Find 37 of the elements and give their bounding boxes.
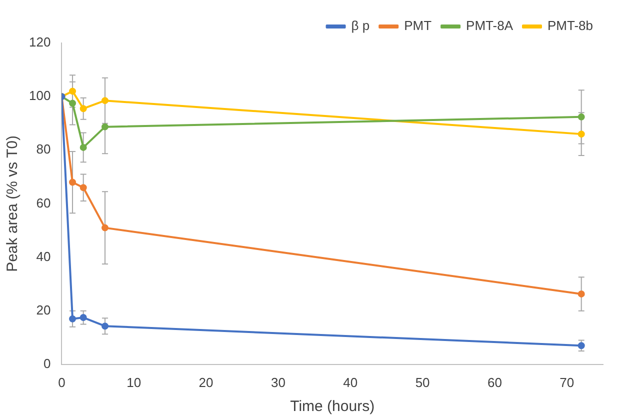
point [80, 314, 87, 322]
x-tick-label: 70 [560, 374, 574, 390]
legend-label: PMT-8A [466, 18, 514, 34]
x-tick-label: 40 [343, 374, 358, 390]
x-tick-label: 20 [198, 374, 214, 390]
x-tick-label: 0 [58, 374, 66, 390]
point [578, 342, 585, 350]
y-tick-label: 100 [28, 88, 51, 104]
x-axis-title: Time (hours) [290, 398, 375, 416]
point [80, 184, 87, 192]
y-tick-label: 20 [36, 302, 51, 318]
y-tick-label: 0 [43, 356, 51, 371]
point [101, 97, 108, 104]
y-tick-label: 80 [36, 142, 51, 157]
point [101, 123, 108, 130]
y-axis-title: Peak area (% vs T0) [4, 135, 22, 272]
point [80, 105, 87, 112]
point [101, 322, 108, 330]
legend-label: PMT [404, 18, 432, 34]
y-tick-label: 40 [36, 248, 51, 264]
x-tick-label: 60 [488, 374, 502, 390]
point [80, 144, 87, 151]
point [578, 130, 585, 138]
y-tick-label: 60 [36, 195, 51, 210]
x-tick-label: 50 [415, 374, 430, 390]
x-tick-label: 10 [126, 374, 142, 390]
point [578, 290, 585, 298]
point [69, 315, 76, 322]
point [101, 224, 108, 232]
point [578, 113, 585, 120]
point [69, 178, 76, 186]
y-tick-label: 120 [28, 34, 51, 50]
legend-label: PMT-8b [547, 18, 594, 34]
x-tick-label: 30 [270, 374, 286, 390]
point [69, 100, 76, 107]
point [69, 88, 76, 95]
legend-label: β p [351, 18, 370, 34]
